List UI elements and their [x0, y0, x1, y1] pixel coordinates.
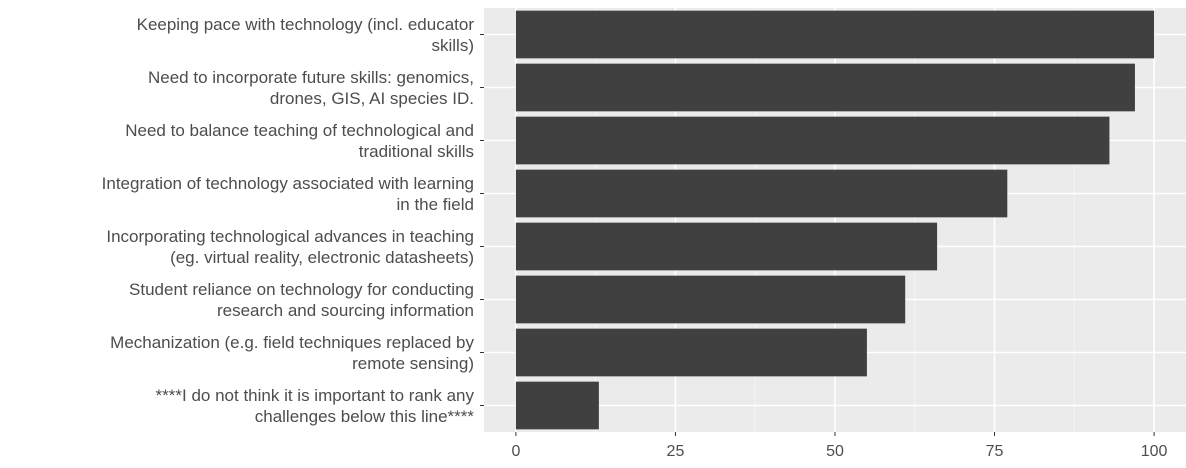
- bar: [515, 116, 1110, 165]
- x-axis-ticks: 0 25 50 75 100: [511, 432, 1168, 460]
- category-label: ****I do not think it is important to ra…: [156, 386, 475, 426]
- category-label-line: Keeping pace with technology (incl. educ…: [137, 15, 475, 34]
- x-tick-label: 75: [986, 443, 1004, 460]
- category-label-line: challenges below this line****: [255, 407, 475, 426]
- category-labels: Keeping pace with technology (incl. educ…: [102, 15, 484, 426]
- x-tick-label: 100: [1141, 443, 1168, 460]
- category-label-line: ****I do not think it is important to ra…: [156, 386, 475, 405]
- category-label: Keeping pace with technology (incl. educ…: [137, 15, 475, 55]
- category-label-line: remote sensing): [352, 354, 474, 373]
- category-label: Mechanization (e.g. field techniques rep…: [110, 333, 474, 373]
- category-label-line: drones, GIS, AI species ID.: [270, 89, 474, 108]
- category-label-line: skills): [432, 36, 475, 55]
- category-label-line: Mechanization (e.g. field techniques rep…: [110, 333, 474, 352]
- x-tick-label: 50: [826, 443, 844, 460]
- category-label: Need to balance teaching of technologica…: [125, 121, 474, 161]
- bars: [515, 10, 1155, 430]
- category-label-line: Need to incorporate future skills: genom…: [148, 68, 474, 87]
- x-tick-label: 25: [667, 443, 685, 460]
- x-tick-label: 0: [511, 443, 520, 460]
- category-label: Incorporating technological advances in …: [106, 227, 474, 267]
- category-label-line: research and sourcing information: [217, 301, 474, 320]
- category-label-line: traditional skills: [359, 142, 474, 161]
- category-label-line: Student reliance on technology for condu…: [129, 280, 474, 299]
- bar: [515, 63, 1135, 112]
- category-label-line: in the field: [397, 195, 475, 214]
- bar: [515, 222, 938, 271]
- category-label: Student reliance on technology for condu…: [129, 280, 474, 320]
- category-label-line: Incorporating technological advances in …: [106, 227, 474, 246]
- bar: [515, 328, 867, 377]
- category-label: Integration of technology associated wit…: [102, 174, 474, 214]
- bar: [515, 169, 1008, 218]
- category-label: Need to incorporate future skills: genom…: [148, 68, 474, 108]
- category-label-line: Integration of technology associated wit…: [102, 174, 474, 193]
- category-label-line: (eg. virtual reality, electronic datashe…: [170, 248, 474, 267]
- bar: [515, 10, 1155, 59]
- bar: [515, 381, 599, 430]
- bar: [515, 275, 906, 324]
- category-label-line: Need to balance teaching of technologica…: [125, 121, 474, 140]
